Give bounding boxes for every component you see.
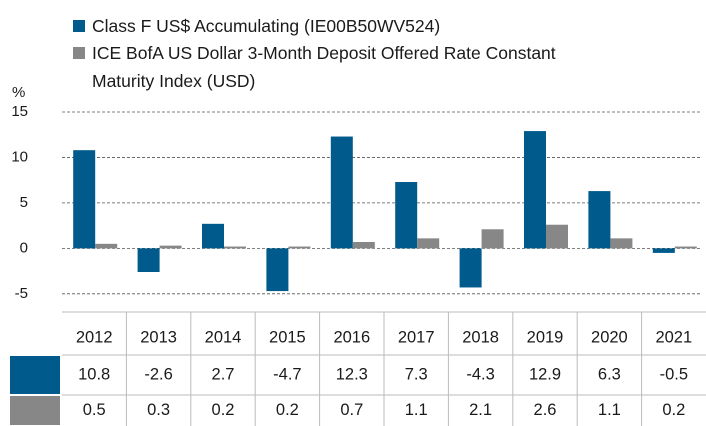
table-value: 2.7 [212, 365, 235, 383]
table-value: 1.1 [405, 401, 428, 419]
table-value: -4.7 [273, 365, 301, 383]
bar [330, 136, 353, 249]
legend-label: Class F US$ Accumulating (IE00B50WV524) [92, 16, 441, 36]
bar [352, 242, 375, 249]
bar [95, 243, 118, 249]
x-tick-label: 2018 [462, 328, 499, 346]
table-swatch [10, 396, 60, 425]
table-swatch [10, 356, 60, 394]
x-tick-label: 2014 [205, 328, 242, 346]
table-value: 12.9 [529, 365, 561, 383]
y-tick-label: 15 [11, 103, 28, 120]
bar [674, 246, 697, 249]
bar [481, 229, 504, 249]
table-value: 6.3 [598, 365, 621, 383]
table-value: 2.6 [534, 401, 557, 419]
legend-item: Class F US$ Accumulating (IE00B50WV524) [73, 12, 673, 40]
table-value: 0.7 [340, 401, 363, 419]
table-value: 0.5 [83, 401, 106, 419]
bar [224, 246, 246, 249]
bar [159, 245, 182, 249]
bar [459, 248, 482, 288]
x-tick-label: 2016 [333, 328, 370, 346]
table-value: 0.3 [147, 401, 170, 419]
table-value: -4.3 [466, 365, 494, 383]
bar [395, 182, 418, 249]
x-tick-label: 2013 [140, 328, 177, 346]
bar [137, 248, 160, 272]
x-tick-label: 2012 [76, 328, 113, 346]
bar [202, 223, 224, 249]
legend-item: ICE BofA US Dollar 3-Month Deposit Offer… [73, 39, 593, 95]
bar [546, 224, 568, 249]
y-tick-label: 0 [20, 239, 28, 256]
y-axis-label: % [12, 84, 25, 101]
x-tick-label: 2021 [655, 328, 692, 346]
table-value: 10.8 [78, 365, 110, 383]
table-value: -0.5 [660, 365, 688, 383]
legend-swatch [73, 47, 85, 59]
table-value: 7.3 [405, 365, 428, 383]
x-tick-label: 2019 [527, 328, 564, 346]
table-value: 12.3 [336, 365, 368, 383]
y-tick-label: 10 [11, 148, 28, 165]
table-value: 1.1 [598, 401, 621, 419]
bar [652, 248, 675, 253]
table-value: 0.2 [212, 401, 235, 419]
table-value: 0.2 [662, 401, 685, 419]
bar [288, 246, 311, 249]
table-value: 2.1 [469, 401, 492, 419]
bar [588, 191, 611, 249]
table-value: 0.2 [276, 401, 299, 419]
x-tick-label: 2017 [398, 328, 435, 346]
x-tick-label: 2020 [591, 328, 628, 346]
bar [610, 238, 633, 249]
y-tick-label: 5 [20, 194, 28, 211]
x-tick-label: 2015 [269, 328, 306, 346]
bar [266, 248, 289, 292]
y-tick-label: -5 [15, 285, 28, 302]
bar [417, 238, 440, 249]
table-value: -2.6 [144, 365, 172, 383]
bar [73, 150, 96, 249]
bar [524, 131, 546, 249]
legend-label: ICE BofA US Dollar 3-Month Deposit Offer… [92, 43, 556, 91]
legend-swatch [73, 20, 85, 32]
